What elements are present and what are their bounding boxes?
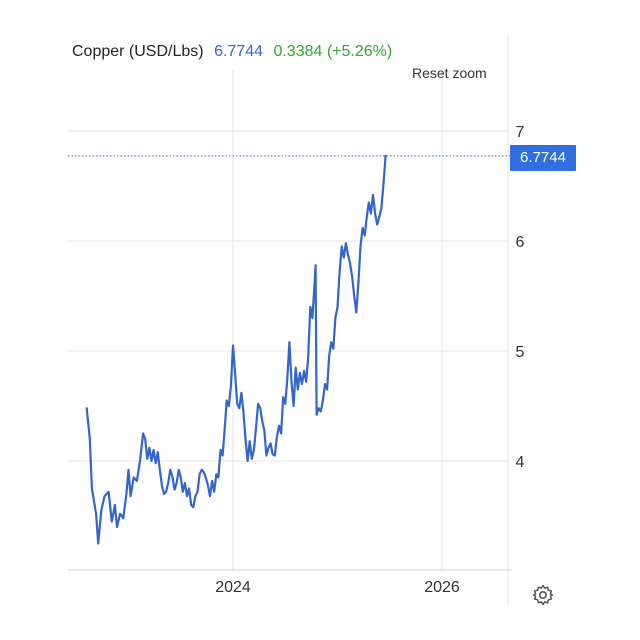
y-tick-label: 7 <box>516 124 525 141</box>
horizontal-gridlines <box>68 130 508 462</box>
current-price: 6.7744 <box>214 43 263 60</box>
x-axis-tick-labels: 2024 2026 <box>215 579 460 596</box>
y-tick-label: 6 <box>516 234 525 251</box>
instrument-title: Copper (USD/Lbs) <box>72 43 204 60</box>
reset-zoom-button[interactable]: Reset zoom <box>412 65 487 81</box>
copper-price-line <box>85 154 387 545</box>
vertical-gridlines <box>232 35 509 605</box>
y-tick-label: 4 <box>516 454 525 471</box>
price-change: 0.3384 (+5.26%) <box>273 43 393 60</box>
y-tick-label: 5 <box>516 344 525 361</box>
chart-header: Copper (USD/Lbs) 6.7744 0.3384 (+5.26%) <box>72 43 392 61</box>
gear-icon[interactable] <box>531 583 555 607</box>
x-tick-label: 2026 <box>424 579 460 596</box>
x-tick-label: 2024 <box>215 579 251 596</box>
y-axis-tick-labels: 4 5 6 7 <box>516 124 525 471</box>
last-price-tag: 6.7744 <box>510 145 576 171</box>
